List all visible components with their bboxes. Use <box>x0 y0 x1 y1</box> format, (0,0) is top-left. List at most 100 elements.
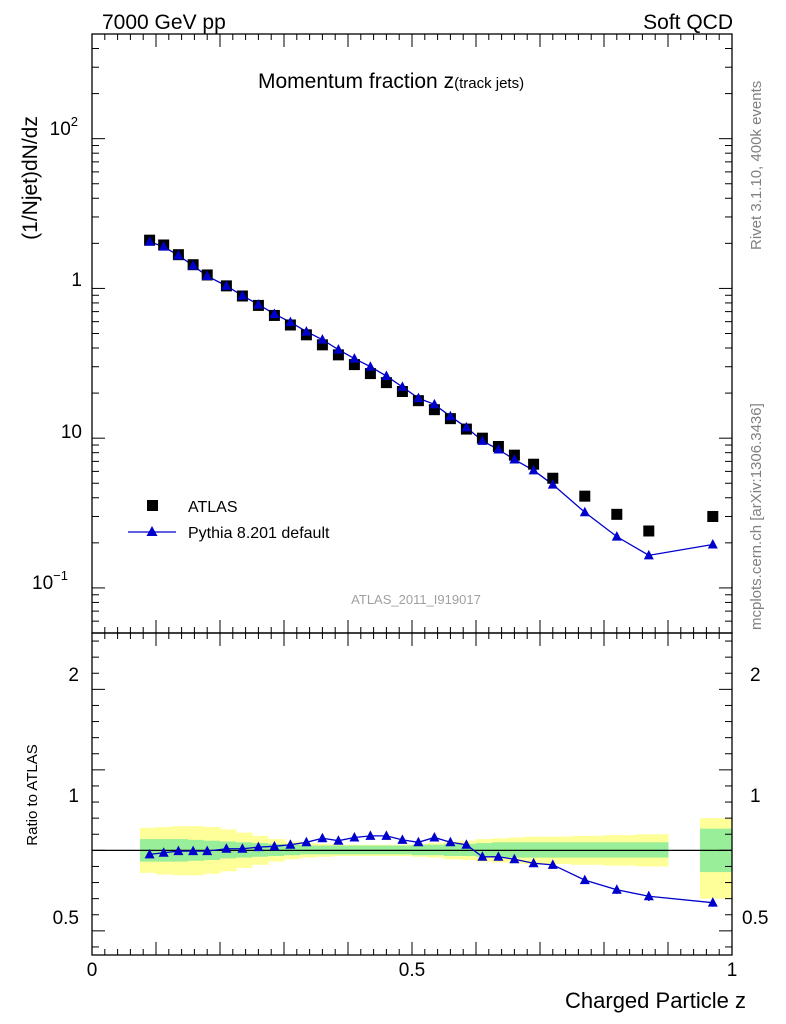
side-label-top: Rivet 3.1.10, 400k events <box>748 81 765 250</box>
ratio-point <box>253 841 264 852</box>
ratio-point <box>144 848 155 859</box>
ytick-label-1: 10 <box>61 422 82 443</box>
atlas-point <box>547 472 559 484</box>
atlas-point <box>611 508 623 520</box>
pythia-point <box>349 353 360 363</box>
pythia-point <box>269 308 280 318</box>
pythia-point <box>397 381 408 391</box>
header-left: 7000 GeV pp <box>102 11 226 34</box>
pythia-point <box>301 326 312 336</box>
pythia-point <box>579 506 590 517</box>
ratio-point <box>579 874 590 885</box>
pythia-point <box>461 421 472 432</box>
pythia-point <box>547 479 558 489</box>
ratio-point <box>237 843 248 853</box>
ratio-ytick-label-2: 2 <box>68 665 79 686</box>
atlas-point <box>579 490 591 502</box>
pythia-point <box>509 454 520 464</box>
ratio-point <box>333 835 344 845</box>
ratio-point <box>365 830 376 840</box>
pythia-point <box>643 549 654 560</box>
ratio-point <box>429 831 440 842</box>
main-title: Momentum fraction z(track jets) <box>258 70 524 93</box>
ratio-point <box>477 851 488 861</box>
pythia-point <box>493 444 504 454</box>
ratio-point <box>413 836 424 847</box>
ratio-point <box>381 830 392 840</box>
pythia-point <box>188 260 199 270</box>
ratio-point <box>269 840 280 851</box>
legend-marker-pythia <box>146 526 158 536</box>
ratio-ytick-label-0p5-right: 0.5 <box>742 908 768 929</box>
ratio-point <box>158 847 169 857</box>
ratio-line <box>149 835 713 904</box>
header-right: Soft QCD <box>643 11 733 34</box>
legend-marker-atlas <box>147 500 158 511</box>
pythia-point <box>253 299 264 309</box>
ytick-label-0p1: 10−1 <box>32 568 68 594</box>
pythia-point <box>365 361 376 371</box>
pythia-point <box>285 316 296 327</box>
title-symbol: z <box>444 70 455 93</box>
ratio-point <box>528 857 539 868</box>
pythia-point <box>173 249 184 260</box>
pythia-point <box>221 280 232 290</box>
ratio-point <box>317 832 328 843</box>
ratio-point <box>285 839 296 849</box>
atlas-point <box>316 339 328 351</box>
axes <box>91 33 733 956</box>
ratio-point <box>349 831 360 842</box>
pythia-point <box>317 334 328 344</box>
ratio-ytick-label-2-right: 2 <box>750 665 761 686</box>
ratio-plot <box>92 830 732 907</box>
ratio-point <box>173 845 184 856</box>
atlas-point <box>332 349 344 361</box>
ratio-point <box>547 859 558 869</box>
pythia-point <box>429 398 440 409</box>
pythia-point <box>528 464 539 475</box>
ytick-label-100: 102 <box>50 114 78 140</box>
ratio-point <box>397 834 408 844</box>
main-plot <box>144 234 719 560</box>
ratio-ytick-label-0p5: 0.5 <box>53 908 79 929</box>
ratio-point <box>202 845 213 856</box>
legend: ATLAS Pythia 8.201 default <box>128 499 330 542</box>
atlas-point <box>396 385 408 397</box>
atlas-point <box>364 368 376 380</box>
legend-label-pythia: Pythia 8.201 default <box>188 525 330 542</box>
ratio-point <box>461 839 472 849</box>
atlas-point <box>428 404 440 416</box>
legend-label-atlas: ATLAS <box>188 499 238 516</box>
ratio-point <box>188 845 199 856</box>
ratio-point <box>643 890 654 901</box>
main-frame <box>91 33 733 634</box>
ratio-ytick-label-1: 1 <box>68 786 79 807</box>
pythia-point <box>158 241 169 251</box>
side-label-bottom: mcplots.cern.ch [arXiv:1306.3436] <box>748 403 765 630</box>
pythia-point <box>445 410 456 421</box>
main-ylabel: (1/Njet)dN/dz <box>19 116 42 240</box>
ratio-point <box>221 843 232 853</box>
ytick-label-10: 1 <box>71 270 82 291</box>
ratio-point <box>509 853 520 864</box>
atlas-point <box>380 377 392 389</box>
atlas-point <box>643 525 655 537</box>
xtick-label-1: 1 <box>727 960 738 981</box>
ratio-point <box>493 851 504 861</box>
pythia-point <box>381 370 392 381</box>
xlabel: Charged Particle z <box>565 988 746 1013</box>
title-subscript: (track jets) <box>454 75 524 92</box>
pythia-point <box>237 290 248 300</box>
pythia-point <box>333 344 344 354</box>
uncertainty-bands <box>140 818 732 899</box>
ratio-point <box>301 836 312 847</box>
xtick-label-0: 0 <box>87 960 98 981</box>
ratio-frame <box>91 632 733 956</box>
ratio-point <box>611 884 622 894</box>
atlas-point <box>528 458 540 470</box>
pythia-point <box>707 538 718 549</box>
analysis-id: ATLAS_2011_I919017 <box>351 592 481 607</box>
pythia-point <box>611 531 622 541</box>
pythia-point <box>144 236 155 246</box>
atlas-point <box>348 359 360 371</box>
